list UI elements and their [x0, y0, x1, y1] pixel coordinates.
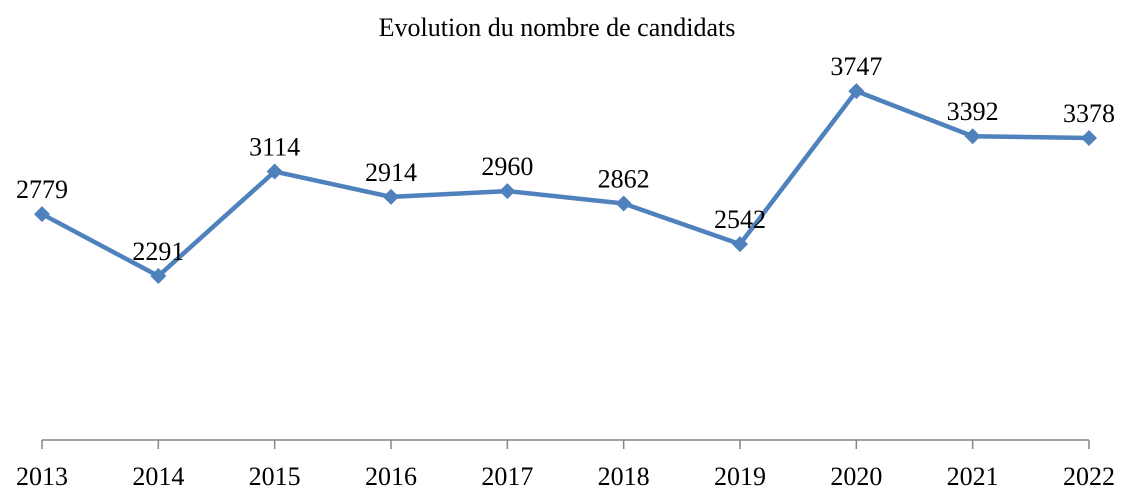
- marker: [150, 268, 167, 285]
- marker: [732, 236, 748, 253]
- x-tick-label: 2022: [1063, 462, 1115, 491]
- data-label: 2862: [598, 164, 650, 193]
- series-line: [40, 88, 1090, 279]
- x-tick-label: 2020: [830, 462, 882, 491]
- x-tick-label: 2018: [598, 462, 650, 491]
- marker: [615, 195, 632, 212]
- x-tick-label: 2015: [249, 462, 301, 491]
- marker: [266, 163, 283, 180]
- marker: [1081, 129, 1097, 146]
- x-tick-label: 2021: [947, 462, 999, 491]
- marker: [34, 206, 50, 223]
- data-label: 3392: [947, 97, 999, 126]
- data-label: 2960: [481, 152, 533, 181]
- data-label: 3378: [1063, 99, 1115, 128]
- x-tick-label: 2013: [16, 462, 68, 491]
- marker: [499, 183, 516, 200]
- marker: [848, 83, 865, 100]
- data-label: 2779: [16, 175, 68, 204]
- x-tick-label: 2016: [365, 462, 417, 491]
- chart-title: Evolution du nombre de candidats: [379, 13, 736, 42]
- x-tick-label: 2014: [132, 462, 184, 491]
- data-label: 2291: [132, 237, 184, 266]
- data-label: 2542: [714, 205, 766, 234]
- data-label: 3114: [249, 132, 300, 161]
- x-tick-label: 2019: [714, 462, 766, 491]
- x-tick-label: 2017: [481, 462, 533, 491]
- data-label: 2914: [365, 158, 417, 187]
- data-label: 3747: [830, 52, 882, 81]
- marker: [383, 188, 399, 205]
- marker: [964, 128, 981, 145]
